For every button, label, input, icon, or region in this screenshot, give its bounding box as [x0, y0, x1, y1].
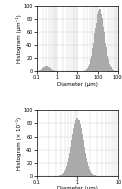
Bar: [45, 66, 46, 71]
Bar: [108, 59, 109, 71]
Bar: [63, 173, 64, 176]
Bar: [89, 64, 90, 71]
Y-axis label: Histogram (× 10⁻¹): Histogram (× 10⁻¹): [16, 116, 22, 170]
Bar: [75, 120, 76, 176]
Bar: [106, 47, 107, 71]
Bar: [46, 66, 47, 71]
Bar: [95, 175, 96, 176]
Bar: [90, 59, 91, 71]
Bar: [70, 147, 71, 176]
Bar: [85, 70, 86, 71]
Bar: [81, 134, 83, 176]
Bar: [77, 118, 78, 176]
Bar: [85, 153, 86, 176]
Bar: [69, 153, 70, 176]
Bar: [41, 69, 42, 71]
Bar: [93, 43, 94, 71]
Bar: [73, 128, 74, 176]
Bar: [86, 158, 87, 176]
Bar: [84, 147, 85, 176]
Bar: [111, 67, 112, 71]
Bar: [94, 38, 95, 71]
Bar: [88, 66, 89, 71]
Bar: [80, 124, 81, 176]
Bar: [84, 70, 85, 71]
Bar: [87, 162, 88, 176]
Bar: [72, 134, 73, 176]
Bar: [89, 169, 90, 176]
Bar: [39, 70, 40, 71]
Bar: [101, 14, 102, 71]
Bar: [90, 171, 91, 176]
Bar: [100, 9, 101, 71]
Bar: [76, 118, 77, 176]
Bar: [112, 69, 113, 71]
Bar: [109, 64, 110, 71]
Bar: [99, 9, 100, 71]
Bar: [50, 68, 51, 71]
Bar: [96, 22, 97, 71]
X-axis label: Diameter (μm): Diameter (μm): [57, 186, 98, 189]
Bar: [71, 140, 72, 176]
Bar: [92, 174, 93, 176]
Bar: [44, 67, 45, 71]
Bar: [86, 69, 87, 71]
Bar: [66, 166, 67, 176]
Bar: [52, 70, 53, 71]
Bar: [104, 32, 105, 71]
Bar: [64, 171, 65, 176]
Bar: [78, 120, 80, 176]
Bar: [94, 175, 95, 176]
Bar: [43, 67, 44, 71]
Bar: [92, 48, 93, 71]
Bar: [49, 67, 50, 71]
Bar: [53, 70, 54, 71]
Bar: [42, 68, 43, 71]
Bar: [114, 70, 115, 71]
Bar: [59, 175, 60, 176]
Bar: [97, 14, 98, 71]
Bar: [83, 140, 84, 176]
Bar: [51, 69, 52, 71]
Bar: [95, 28, 96, 71]
X-axis label: Diameter (μm): Diameter (μm): [57, 82, 98, 87]
Bar: [113, 70, 114, 71]
Bar: [103, 27, 104, 71]
Bar: [74, 124, 75, 176]
Bar: [62, 174, 63, 176]
Bar: [40, 70, 41, 71]
Bar: [67, 162, 68, 176]
Bar: [68, 158, 69, 176]
Bar: [87, 68, 88, 71]
Bar: [110, 66, 111, 71]
Bar: [93, 175, 94, 176]
Bar: [105, 43, 106, 71]
Bar: [91, 173, 92, 176]
Bar: [47, 66, 48, 71]
Bar: [60, 175, 61, 176]
Bar: [48, 67, 49, 71]
Bar: [102, 18, 103, 71]
Bar: [65, 169, 66, 176]
Bar: [107, 56, 108, 71]
Bar: [88, 166, 89, 176]
Y-axis label: Histogram (μm⁻¹): Histogram (μm⁻¹): [16, 14, 22, 63]
Bar: [61, 175, 62, 176]
Bar: [91, 56, 92, 71]
Bar: [98, 11, 99, 71]
